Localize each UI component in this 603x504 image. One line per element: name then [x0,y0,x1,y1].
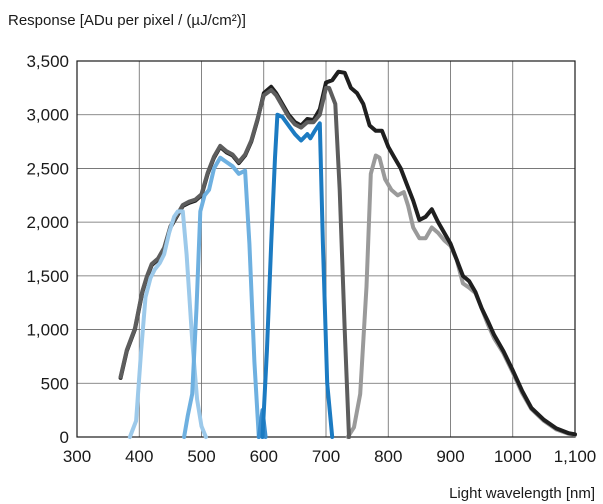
y-tick-label: 1,500 [26,267,69,286]
y-tick-label: 500 [41,374,69,393]
x-tick-label: 400 [125,447,153,466]
x-tick-label: 800 [374,447,402,466]
series-line-7 [260,112,335,439]
plot-frame [76,60,576,438]
y-tick-label: 3,500 [26,52,69,71]
y-tick-label: 2,000 [26,213,69,232]
x-tick-label: 600 [250,447,278,466]
series-line-1 [345,153,577,439]
x-tick-label: 500 [187,447,215,466]
x-tick-label: 900 [436,447,464,466]
x-tick-label: 300 [63,447,91,466]
x-tick-label: 1,100 [554,447,597,466]
x-tick-label: 700 [312,447,340,466]
y-tick-label: 2,500 [26,159,69,178]
series-line-3 [118,85,351,439]
series-group [118,69,577,439]
y-axis-title: Response [ADu per pixel / (µJ/cm²)] [8,12,246,29]
series-line-5 [182,155,261,439]
x-axis-title: Light wavelength [nm] [449,485,595,502]
y-tick-label: 1,000 [26,321,69,340]
x-tick-label: 1000 [494,447,532,466]
y-tick-label: 0 [60,428,69,447]
y-tick-label: 3,000 [26,106,69,125]
tick-labels: 300 400 500 600 700 800 900 1000 1,100 0 500 1,000 1… [26,52,596,466]
